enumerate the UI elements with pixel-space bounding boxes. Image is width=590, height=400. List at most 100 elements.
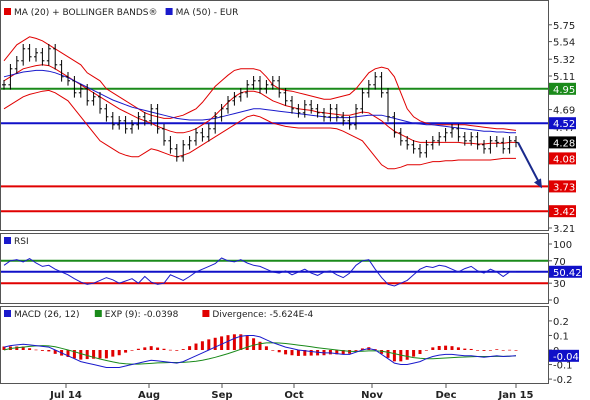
divergence-bar [28, 348, 32, 350]
divergence-bar [303, 350, 307, 356]
level-label-box-3.73 [549, 180, 576, 193]
divergence-bar [232, 334, 236, 350]
macd-legend-label: EXP (9): -0.0398 [105, 310, 179, 320]
macd-y-tick-label: 0.1 [553, 331, 569, 342]
level-label-4.52: 4.52 [553, 119, 575, 130]
divergence-bar [130, 350, 134, 351]
last-price-label: 4.28 [553, 138, 575, 149]
divergence-bar [277, 350, 281, 353]
divergence-bar [386, 350, 390, 358]
divergence-bar [252, 338, 256, 350]
macd-y-tick-label: -0.2 [553, 375, 573, 386]
divergence-bar [476, 350, 480, 351]
divergence-bar [431, 347, 435, 350]
divergence-bar [136, 348, 140, 350]
last-price-box [549, 136, 576, 149]
divergence-bar [143, 347, 147, 350]
divergence-bar [2, 346, 6, 350]
level-label-3.42: 3.42 [553, 207, 575, 218]
divergence-bar [117, 350, 121, 356]
divergence-bar [168, 349, 172, 351]
divergence-bar [284, 350, 288, 355]
x-tick-label: Jul 14 [49, 390, 82, 400]
divergence-bar [111, 350, 115, 357]
x-tick-label: Aug [138, 390, 160, 400]
macd-line [3, 335, 517, 368]
price-panel: 5.755.545.325.114.694.473.214.954.524.08… [1, 8, 576, 235]
divergence-bar [495, 349, 499, 350]
divergence-bar [213, 337, 217, 350]
rsi-level-label-70: 70 [553, 257, 566, 268]
divergence-bar [207, 339, 211, 350]
price-legend-label: MA (20) + BOLLINGER BANDS® [14, 8, 158, 18]
divergence-bar [444, 345, 448, 350]
divergence-bar [72, 350, 76, 359]
divergence-bar [399, 350, 403, 362]
divergence-bar [335, 350, 339, 355]
rsi-y-tick-label: 100 [553, 240, 572, 251]
price-y-tick-label: 5.75 [553, 21, 575, 32]
divergence-bar [418, 350, 422, 355]
rsi-line [3, 257, 517, 287]
divergence-bar [469, 348, 473, 350]
divergence-bar [258, 341, 262, 350]
divergence-bar [47, 350, 51, 352]
divergence-bar [488, 350, 492, 351]
divergence-bar [124, 350, 128, 353]
bollinger-upper-line [3, 36, 517, 131]
divergence-bar [245, 336, 249, 350]
divergence-bar [392, 350, 396, 362]
rsi-y-tick-label: 0 [553, 296, 559, 307]
macd-panel-frame [0, 306, 549, 384]
ma50-line [3, 69, 516, 134]
divergence-bar [181, 349, 185, 350]
level-label-4.95: 4.95 [553, 85, 575, 96]
forecast-arrowhead [534, 178, 542, 189]
divergence-bar [290, 350, 294, 356]
macd-legend-swatch [4, 310, 11, 317]
divergence-bar [348, 350, 352, 354]
divergence-bar [271, 350, 275, 351]
level-label-3.73: 3.73 [553, 182, 575, 193]
divergence-bar [309, 350, 313, 356]
x-axis: Jul 14 Aug Sep Oct Nov Dec Jan 15 [49, 384, 534, 400]
x-tick-label: Nov [361, 390, 383, 400]
level-label-box-4.52 [549, 117, 576, 130]
price-y-tick-label: 5.54 [553, 38, 575, 49]
divergence-bar [456, 347, 460, 350]
divergence-bar [53, 350, 57, 354]
divergence-bar [463, 348, 467, 350]
divergence-bar [98, 350, 102, 359]
macd-y-tick-label: -0.1 [553, 361, 573, 372]
divergence-bar [341, 350, 345, 355]
price-panel-frame [0, 0, 549, 231]
divergence-bar [40, 350, 44, 351]
price-legend-swatch [4, 8, 11, 15]
divergence-bar [501, 350, 505, 351]
macd-signal-line [3, 342, 517, 365]
divergence-bar [85, 350, 89, 360]
divergence-bar [412, 350, 416, 357]
divergence-bar [21, 346, 25, 350]
macd-y-tick-label: 0.2 [553, 317, 569, 328]
divergence-bar [226, 335, 230, 350]
divergence-bar [175, 350, 179, 351]
divergence-bar [380, 350, 384, 354]
rsi-value-label: 50.42 [553, 268, 582, 279]
divergence-bar [354, 350, 358, 351]
divergence-bar [92, 350, 96, 359]
divergence-bar [200, 341, 204, 350]
x-tick-label: Dec [435, 390, 456, 400]
macd-legend-swatch [202, 310, 210, 317]
divergence-bar [316, 350, 320, 356]
macd-value-label: -0.04 [553, 352, 579, 363]
macd-value-box [549, 349, 579, 362]
bollinger-lower-line [3, 89, 516, 170]
price-legend-label: MA (50) - EUR [176, 8, 239, 18]
divergence-bar [360, 348, 364, 350]
divergence-bar [508, 349, 512, 351]
divergence-bar [450, 346, 454, 350]
rsi-level-label-30: 30 [553, 279, 566, 290]
